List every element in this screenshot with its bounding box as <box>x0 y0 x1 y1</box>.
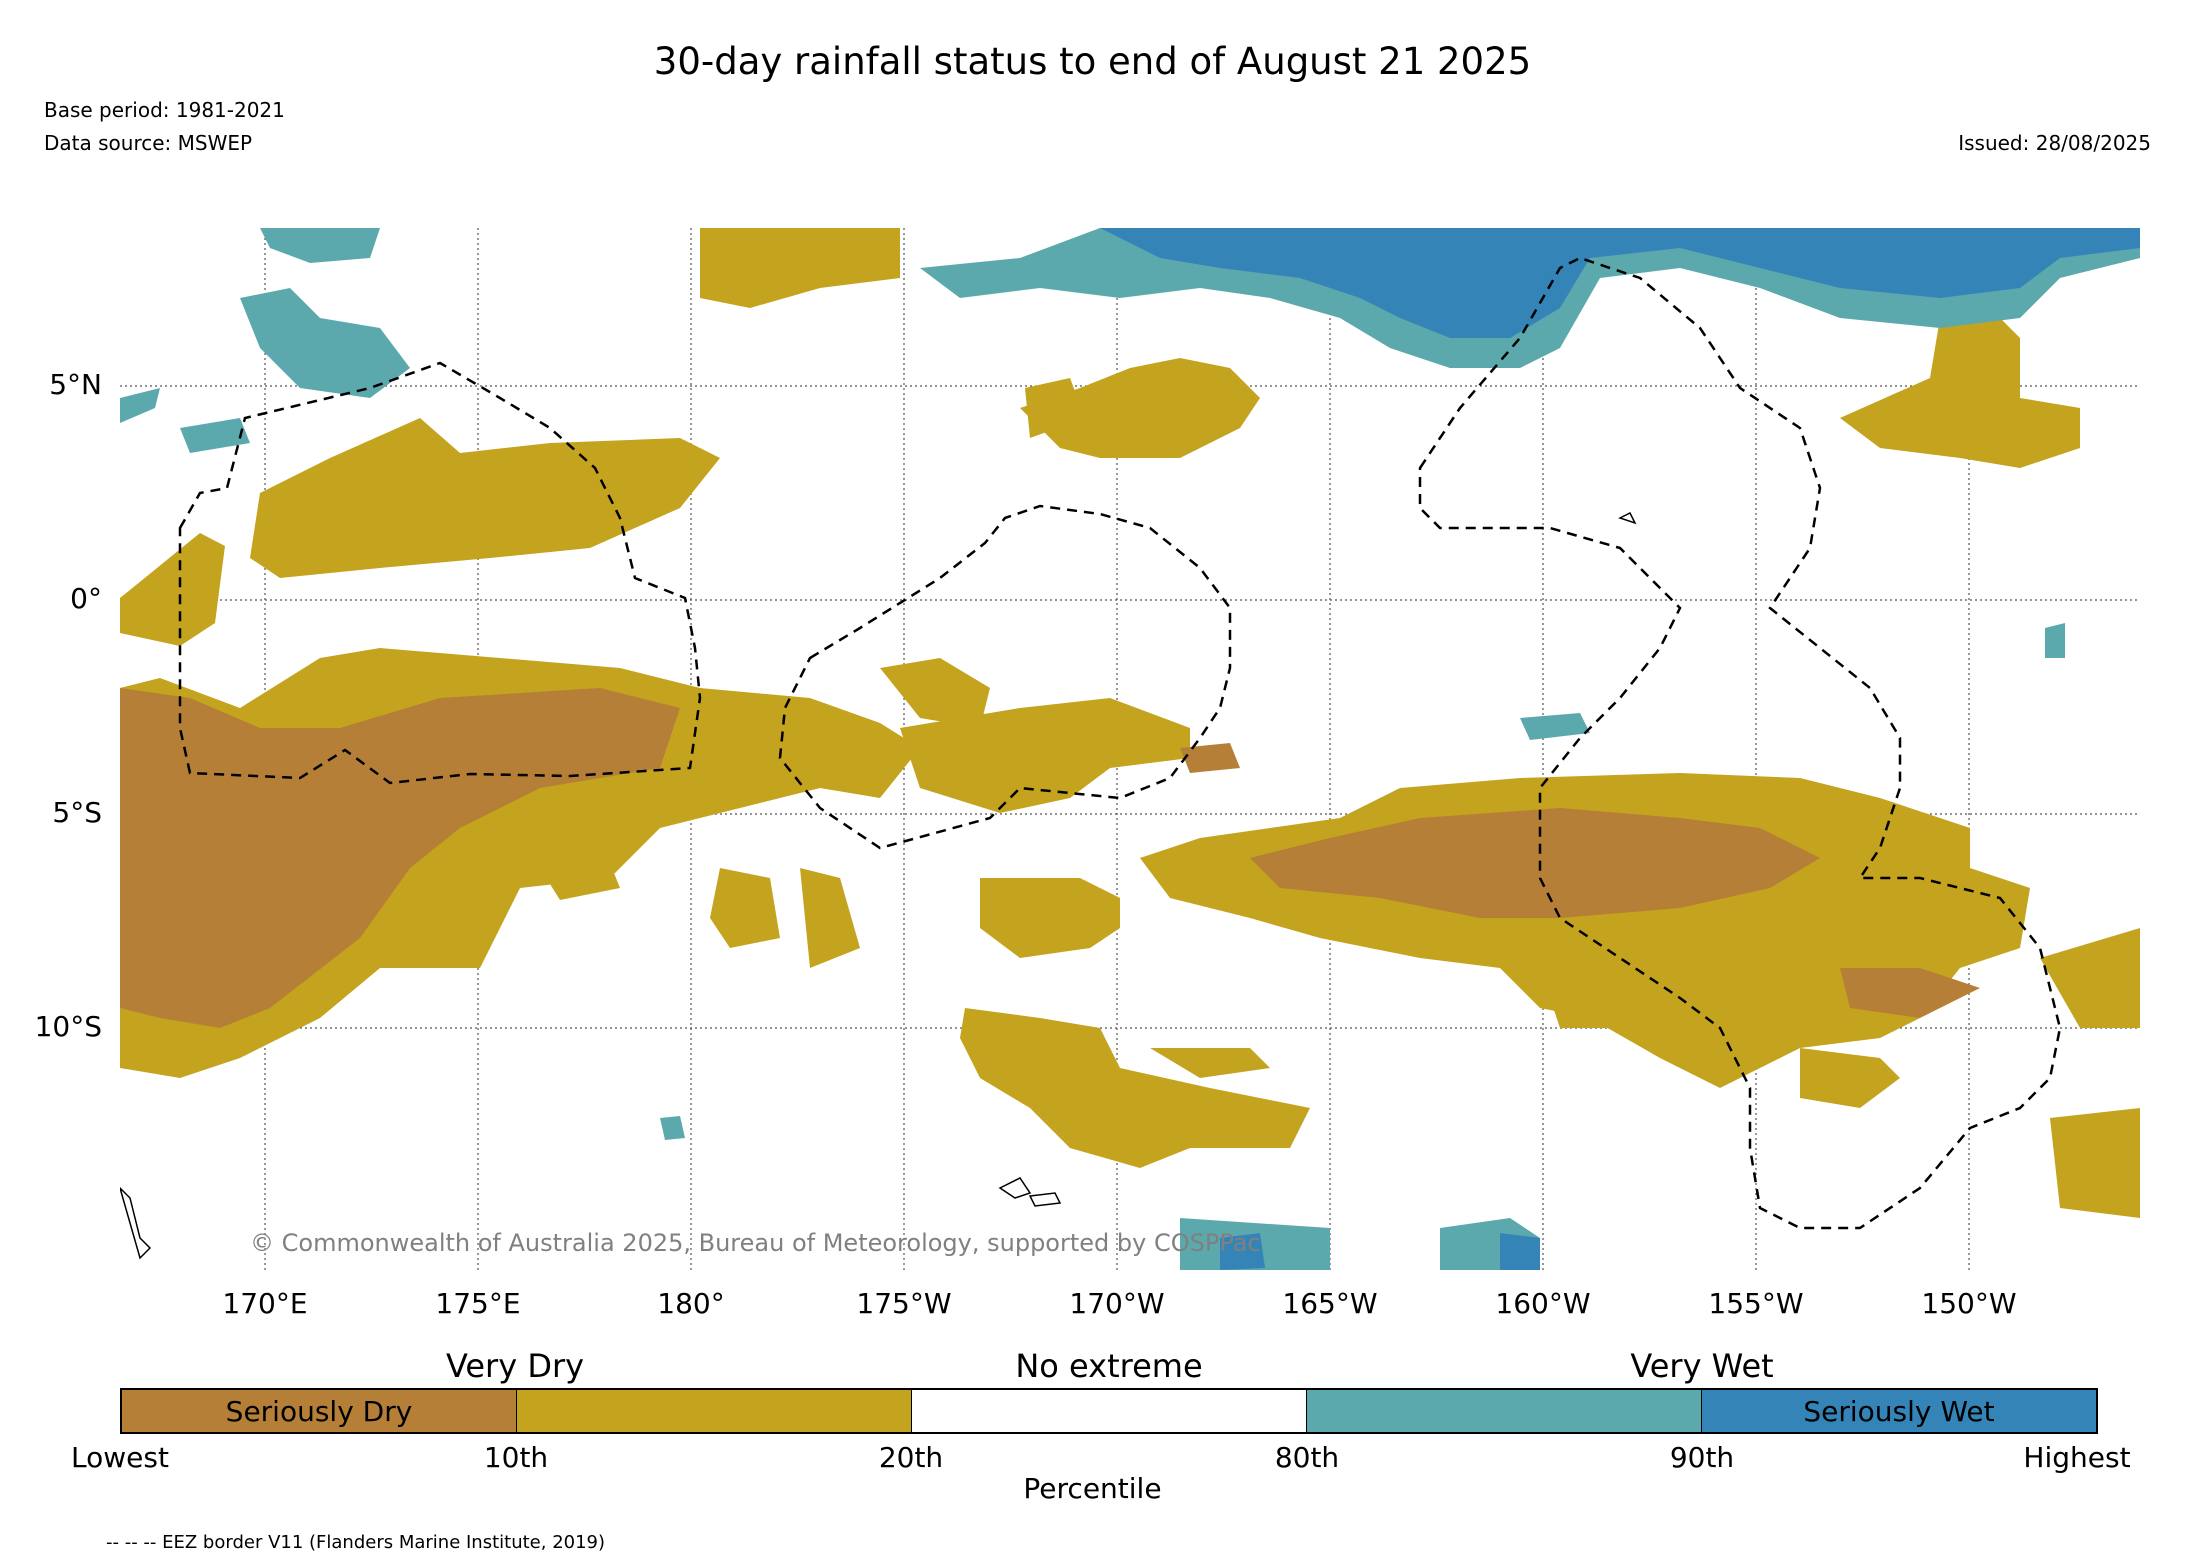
lon-label-180: 180° <box>657 1287 725 1320</box>
lon-label-170w: 170°W <box>1069 1287 1165 1320</box>
lat-label-0: 0° <box>70 582 102 615</box>
percentile-20th: 20th <box>878 1441 944 1474</box>
seriously-wet-areas <box>1100 228 2140 1270</box>
map-title: 30-day rainfall status to end of August … <box>653 40 1532 83</box>
colorbar-very-dry <box>517 1390 912 1432</box>
legend-category-no-extreme: No extreme <box>1015 1347 1203 1385</box>
lon-label-150w: 150°W <box>1921 1287 2017 1320</box>
island-outlines <box>120 511 1637 1260</box>
percentile-axis-title: Percentile <box>1023 1472 1162 1505</box>
lat-label-10s: 10°S <box>34 1010 102 1043</box>
percentile-10th: 10th <box>483 1441 549 1474</box>
legend-category-very-dry: Very Dry <box>445 1347 585 1385</box>
lat-label-5s: 5°S <box>52 796 102 829</box>
rainfall-map: © Commonwealth of Australia 2025, Bureau… <box>120 228 2140 1270</box>
lon-label-170e: 170°E <box>222 1287 308 1320</box>
colorbar-very-wet <box>1307 1390 1702 1432</box>
eez-borders <box>178 256 2062 1230</box>
percentile-90th: 90th <box>1669 1441 1735 1474</box>
colorbar-no-extreme <box>912 1390 1307 1432</box>
percentile-highest: Highest <box>2023 1441 2131 1474</box>
lon-label-165w: 165°W <box>1282 1287 1378 1320</box>
seriously-dry-areas <box>120 688 1980 1028</box>
lon-label-160w: 160°W <box>1495 1287 1591 1320</box>
colorbar: Seriously Dry Seriously Wet <box>120 1388 2098 1434</box>
lon-label-175w: 175°W <box>856 1287 952 1320</box>
lon-label-175e: 175°E <box>435 1287 521 1320</box>
data-source: Data source: MSWEP <box>44 131 253 155</box>
base-period: Base period: 1981-2021 <box>44 98 285 122</box>
copyright-notice: © Commonwealth of Australia 2025, Bureau… <box>250 1229 1261 1257</box>
lon-label-155w: 155°W <box>1708 1287 1804 1320</box>
percentile-lowest: Lowest <box>71 1441 169 1474</box>
colorbar-seriously-wet: Seriously Wet <box>1702 1390 2096 1432</box>
lat-label-5n: 5°N <box>49 368 102 401</box>
percentile-80th: 80th <box>1274 1441 1340 1474</box>
issued-date: Issued: 28/08/2025 <box>1958 131 2151 155</box>
legend-category-very-wet: Very Wet <box>1630 1347 1774 1385</box>
eez-border-note: -- -- -- EEZ border V11 (Flanders Marine… <box>106 1532 606 1553</box>
colorbar-seriously-dry: Seriously Dry <box>122 1390 517 1432</box>
